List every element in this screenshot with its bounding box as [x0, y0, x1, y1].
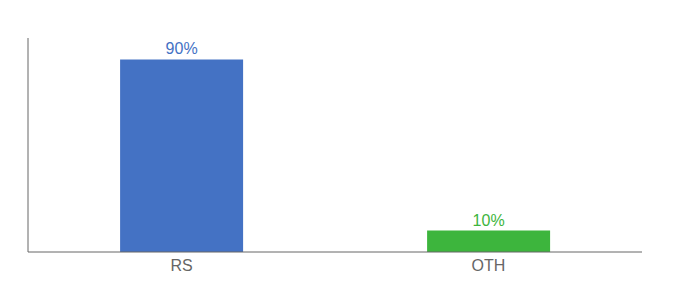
svg-text:OTH: OTH [472, 257, 506, 274]
svg-text:90%: 90% [166, 40, 198, 57]
svg-text:10%: 10% [473, 212, 505, 229]
svg-text:RS: RS [170, 257, 192, 274]
